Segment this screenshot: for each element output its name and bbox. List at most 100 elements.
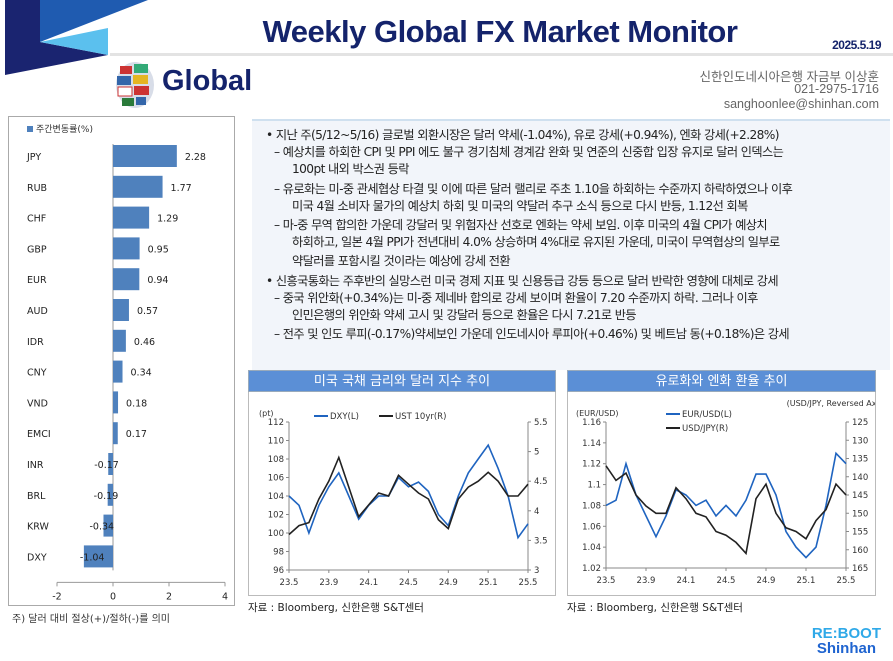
y-left-tick-label: 1.08 — [582, 501, 601, 511]
eur-jpy-chart-panel: 유로화와 엔화 환율 추이 1.02 1.04 1.06 1.08 1.1 1.12 1.1… — [567, 370, 886, 615]
y-right-tick-label: 160 — [852, 546, 868, 556]
series-line-0 — [605, 451, 847, 559]
data-label: 0.18 — [126, 398, 147, 409]
y-right-tick-label: 140 — [852, 473, 868, 483]
y-left-tick-label: 96 — [273, 566, 284, 576]
data-label: -0.34 — [89, 522, 114, 533]
y-right-tick-label: 5 — [534, 448, 539, 458]
y-left-tick-label: 108 — [268, 455, 284, 465]
commentary-line: • 신흥국통화는 주후반의 실망스런 미국 경제 지표 및 신용등급 강등 등으… — [266, 273, 779, 288]
data-label: -0.17 — [94, 460, 119, 471]
bar-dxy — [83, 545, 113, 568]
x-tick-label: 0 — [110, 591, 116, 602]
bar-gbp — [113, 237, 140, 260]
commentary-line: – 유로화는 미-중 관세협상 타결 및 이에 따른 달러 랠리로 주초 1.1… — [274, 181, 793, 196]
y-right-tick-label: 165 — [852, 564, 868, 574]
commentary-line: • 지난 주(5/12~5/16) 글로벌 외환시장은 달러 약세(-1.04%… — [266, 128, 780, 142]
bar-cny — [113, 360, 123, 383]
chart-title: 유로화와 엔화 환율 추이 — [567, 370, 876, 392]
y-right-tick-label: 125 — [852, 418, 868, 428]
y-left-tick-label: 1.12 — [582, 460, 601, 470]
y-left-tick-label: 104 — [268, 492, 284, 502]
category-label: VND — [27, 398, 48, 409]
commentary-line: 인민은행의 위안화 약세 고시 및 강달러 등으로 환율은 다시 7.21로 반… — [292, 308, 637, 323]
y-left-tick-label: 1.04 — [582, 543, 601, 553]
bar-vnd — [113, 391, 119, 414]
x-tick-label: 25.5 — [519, 578, 538, 588]
contact-email[interactable]: sanghoonlee@shinhan.com — [723, 97, 879, 111]
series-line-1 — [605, 465, 847, 556]
data-label: 1.29 — [157, 214, 178, 225]
category-label: EMCI — [27, 429, 51, 440]
y-right-tick-label: 130 — [852, 436, 868, 446]
x-tick-label: -2 — [52, 591, 61, 602]
commentary-line: 하회하고, 일본 4월 PPI가 전년대비 4.0% 상승하며 4%대로 유지된… — [292, 235, 780, 250]
ust-dxy-chart-panel: 미국 국채 금리와 달러 지수 추이 96 98 100 102 104 106 108 11… — [248, 370, 556, 615]
commentary-line: – 전주 및 인도 루피(-0.17%)약세보인 가운데 인도네시아 루피아(+… — [274, 327, 790, 342]
y-left-tick-label: 1.1 — [587, 481, 601, 491]
chart-source: 자료 : Bloomberg, 신한은행 S&T센터 — [567, 602, 743, 614]
x-tick-label: 24.1 — [359, 578, 378, 588]
y-left-tick-label: 112 — [268, 418, 284, 428]
y-left-tick-label: 100 — [268, 529, 284, 539]
y-right-tick-label: 3 — [534, 566, 539, 576]
commentary-line: – 예상치를 하회한 CPI 및 PPI 에도 불구 경기침체 경계감 완화 및… — [274, 145, 784, 160]
legend-label: EUR/USD(L) — [682, 410, 732, 420]
header-graphic — [5, 0, 148, 75]
chart-title: 미국 국채 금리와 달러 지수 추이 — [248, 370, 556, 392]
bar-chf — [113, 206, 150, 229]
chart-note: 주) 달러 대비 절상(+)/절하(-)를 의미 — [12, 614, 170, 625]
y-left-tick-label: 106 — [268, 474, 284, 484]
section-title: Global — [162, 65, 253, 97]
commentary-line: 약달러를 포함시킬 것이라는 예상에 강세 전환 — [292, 254, 511, 269]
y-right-tick-label: 135 — [852, 455, 868, 465]
x-tick-label: 24.9 — [757, 576, 776, 586]
data-label: 0.34 — [131, 368, 152, 379]
bar-inr — [108, 453, 113, 475]
page-title: Weekly Global FX Market Monitor — [262, 14, 738, 49]
y-left-tick-label: 1.16 — [582, 418, 601, 428]
y-left-tick-label: 102 — [268, 511, 284, 521]
report-date: 2025.5.19 — [832, 38, 881, 52]
data-label: 0.95 — [148, 244, 169, 255]
legend-swatch — [27, 126, 33, 132]
data-label: 1.77 — [171, 183, 192, 194]
legend-label: 주간변동률(%) — [36, 124, 93, 135]
y-right-tick-label: 3.5 — [534, 536, 548, 546]
x-tick-label: 23.5 — [280, 578, 299, 588]
y-left-tick-label: 1.02 — [582, 564, 601, 574]
category-label: DXY — [27, 552, 47, 563]
x-tick-label: 24.5 — [399, 578, 418, 588]
y-left-tick-label: 1.14 — [582, 439, 601, 449]
data-label: -0.19 — [94, 491, 119, 502]
weekly-change-bar-chart: 주간변동률(%) JPY 2.28 RUB 1.77 CHF 1.29 GBP 0.95 EUR 0… — [8, 116, 235, 606]
logo-line2: Shinhan — [816, 640, 876, 657]
globe-flags-icon — [116, 62, 154, 108]
contact-dept: 신한인도네시아은행 자금부 이상훈 — [699, 70, 879, 84]
y-left-label: (pt) — [259, 409, 273, 418]
bar-emci — [113, 422, 118, 445]
y-right-label: (USD/JPY, Reversed Axis) — [787, 399, 875, 408]
x-tick-label: 24.5 — [717, 576, 736, 586]
x-tick-label: 24.9 — [439, 578, 458, 588]
category-label: CNY — [27, 368, 47, 379]
commentary-line: – 중국 위안화(+0.34%)는 미-중 제네바 합의로 강세 보이며 환율이… — [274, 290, 758, 305]
data-label: 0.94 — [147, 275, 168, 286]
bar-brl — [107, 483, 113, 506]
category-label: IDR — [27, 337, 44, 348]
commentary-line: – 마-중 무역 합의한 가운데 강달러 및 위험자산 선호로 엔화는 약세 보… — [274, 218, 768, 233]
y-right-tick-label: 5.5 — [534, 418, 548, 428]
category-label: RUB — [27, 183, 47, 194]
series-line-1 — [288, 455, 529, 536]
data-label: 2.28 — [185, 152, 206, 163]
x-tick-label: 4 — [222, 591, 228, 602]
legend-label: USD/JPY(R) — [682, 424, 728, 434]
category-label: GBP — [27, 244, 47, 255]
divider — [110, 53, 893, 56]
x-tick-label: 25.5 — [837, 576, 856, 586]
category-label: BRL — [27, 491, 46, 502]
y-right-tick-label: 145 — [852, 491, 868, 501]
bar-jpy — [113, 145, 177, 167]
commentary-line: 미국 4월 소비자 물가의 예상치 하회 및 미국의 약달러 추구 소식 등으로… — [292, 198, 748, 213]
y-left-tick-label: 110 — [268, 437, 284, 447]
